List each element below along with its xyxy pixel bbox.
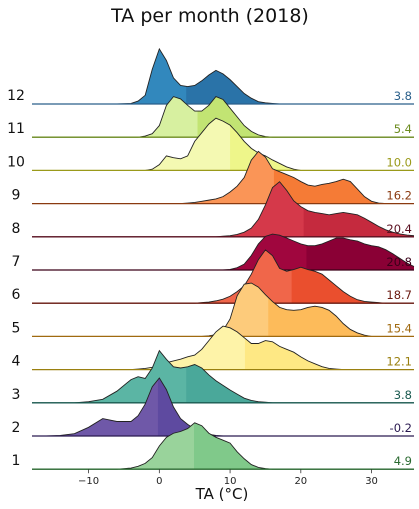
month-label-11: 11 [7,121,25,137]
ridge-9: 9 16.2 [12,150,414,205]
month-label-8: 8 [12,221,21,237]
x-axis-label: TA (°C) [195,485,249,503]
ridge-3: 3 3.8 [12,349,414,404]
ridge-upper-half-9 [273,169,414,204]
month-label-2: 2 [12,420,21,436]
ridge-upper-half-5 [268,297,414,337]
ridge-upper-half-12 [186,70,414,104]
ridge-5: 5 15.4 [12,282,414,338]
ridge-upper-half-10 [230,125,414,171]
ridge-upper-half-6 [291,267,414,304]
chart-title: TA per month (2018) [110,5,309,27]
ridge-area-3 [32,350,414,403]
ridge-10: 10 10.0 [7,117,414,172]
ridges-group: 12 3.811 5.410 10.09 16.28 20.47 20.86 18.75 15.… [7,47,415,470]
month-label-1: 1 [12,453,21,469]
ridge-1: 1 4.9 [12,422,414,470]
ridge-area-4 [32,326,414,370]
ridge-6: 6 18.7 [12,249,414,304]
mean-label-7: 20.8 [386,255,412,269]
ridge-4: 4 12.1 [12,325,414,371]
month-label-12: 12 [7,88,25,104]
ridge-upper-half-7 [306,238,414,270]
ridge-8: 8 20.4 [12,181,415,238]
x-tick-label: −10 [78,476,99,487]
month-label-10: 10 [7,154,25,170]
mean-label-3: 3.8 [394,388,412,402]
ridge-upper-half-8 [303,208,414,237]
mean-label-1: 4.9 [394,454,412,468]
ridge-upper-half-1 [194,422,414,470]
month-label-4: 4 [12,354,21,370]
month-label-7: 7 [12,254,21,270]
mean-label-2: -0.2 [390,421,412,435]
month-label-3: 3 [12,387,21,403]
month-label-9: 9 [12,188,21,204]
mean-label-8: 20.4 [386,222,412,236]
ridge-upper-half-3 [186,364,414,403]
mean-label-11: 5.4 [394,122,412,136]
month-label-6: 6 [12,287,21,303]
x-tick-label: 0 [156,476,162,487]
x-tick-label: 20 [294,476,307,487]
mean-label-10: 10.0 [386,155,412,169]
x-tick-label: 30 [365,476,378,487]
ridge-12: 12 3.8 [7,47,414,105]
mean-label-6: 18.7 [386,288,412,302]
ridge-area-10 [32,118,414,171]
x-tick-label: 10 [224,476,237,487]
mean-label-9: 16.2 [386,189,412,203]
mean-label-12: 3.8 [394,89,412,103]
ridge-7: 7 20.8 [12,233,415,271]
mean-label-4: 12.1 [386,355,412,369]
month-label-5: 5 [12,320,21,336]
ridge-upper-half-4 [244,338,414,370]
x-axis: −10 0 10 20 30 [78,469,378,487]
mean-label-5: 15.4 [386,321,412,335]
